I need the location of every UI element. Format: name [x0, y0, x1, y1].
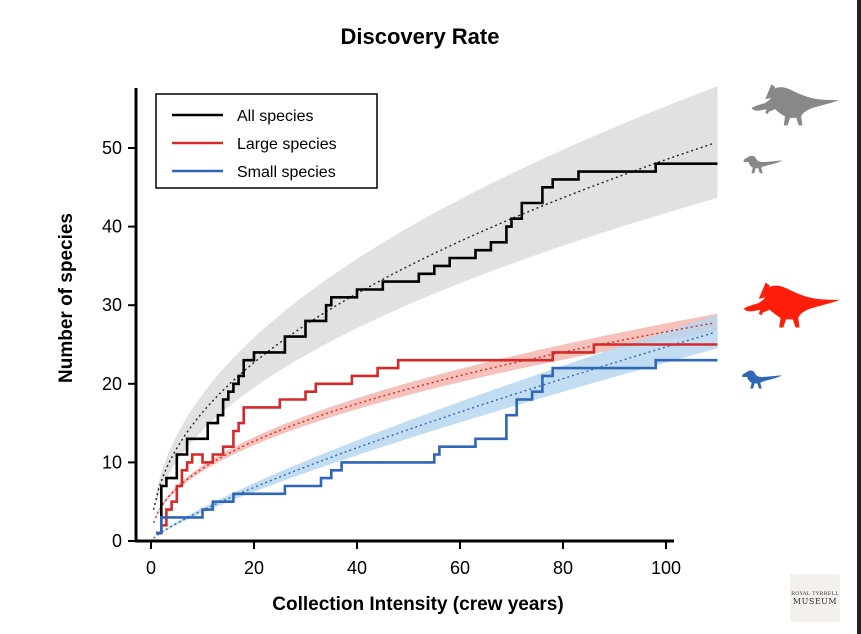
y-tick-label: 30: [102, 295, 122, 315]
y-tick-label: 0: [112, 531, 122, 551]
y-tick-label: 40: [102, 217, 122, 237]
all-species-step-line: [156, 162, 718, 535]
legend-box: [155, 93, 378, 189]
logo-line-1: ROYAL TYRRELL: [791, 590, 839, 597]
small-theropod-blue-icon: [742, 370, 782, 389]
y-tick-label: 20: [102, 374, 122, 394]
y-tick-label: 50: [102, 138, 122, 158]
hadrosaur-red-icon: [743, 282, 841, 328]
confidence-bands: [156, 86, 718, 537]
silhouettes: [742, 84, 841, 389]
legend: All species Large species Small species: [155, 93, 378, 189]
window-edge: [857, 0, 861, 634]
hadrosaur-gray-icon: [751, 84, 840, 126]
y-axis-label: Number of species: [56, 213, 77, 383]
all-species-fit-line: [152, 142, 716, 510]
x-tick-label: 0: [146, 558, 156, 578]
museum-logo-icon: ROYAL TYRRELL MUSEUM: [790, 574, 840, 622]
small-species-band: [156, 314, 718, 537]
large-species-legend-label: Large species: [237, 136, 337, 153]
chart-title: Discovery Rate: [341, 24, 500, 49]
logo-line-2: MUSEUM: [792, 596, 838, 606]
x-tick-label: 60: [450, 558, 470, 578]
small-theropod-gray-icon: [743, 155, 783, 174]
small-species-legend-label: Small species: [237, 164, 336, 181]
y-tick-label: 10: [102, 452, 122, 472]
small-species-step-line: [156, 358, 718, 535]
fit-curves: [152, 142, 716, 539]
x-tick-label: 80: [553, 558, 573, 578]
axes: 0 10 20 30 40 50 0 20 40 60 80 100: [102, 88, 681, 578]
x-tick-label: 100: [651, 558, 681, 578]
large-species-fit-line: [152, 322, 716, 523]
all-species-legend-label: All species: [237, 108, 313, 125]
x-tick-label: 20: [244, 558, 264, 578]
all-species-band: [156, 86, 718, 504]
x-axis-label: Collection Intensity (crew years): [272, 594, 563, 615]
small-species-fit-line: [153, 331, 716, 539]
step-lines: [156, 162, 718, 535]
large-species-step-line: [156, 343, 718, 535]
x-tick-label: 40: [347, 558, 367, 578]
